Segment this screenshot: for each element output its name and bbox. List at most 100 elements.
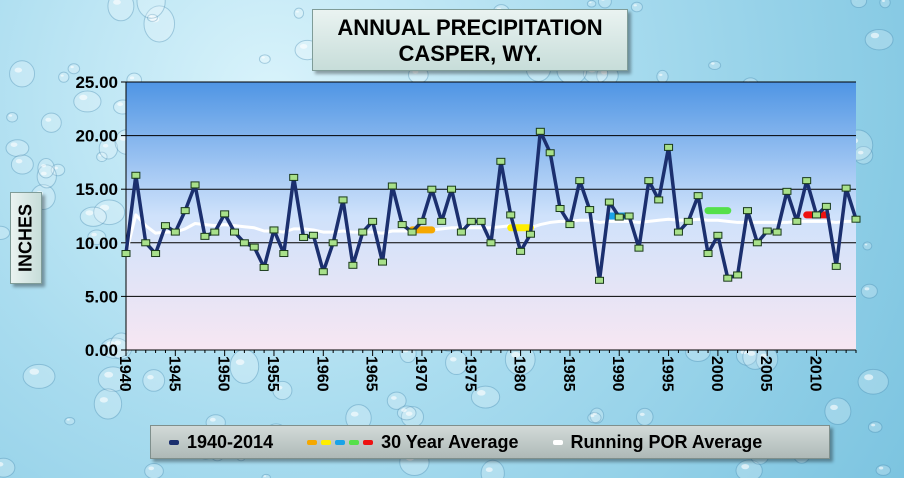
data-point-annual bbox=[437, 217, 447, 225]
legend-item-annual: 1940-2014 bbox=[169, 432, 273, 453]
water-drop-highlight bbox=[747, 351, 756, 356]
data-point-annual bbox=[614, 213, 624, 221]
data-point-annual bbox=[703, 250, 713, 258]
water-drop-highlight bbox=[405, 411, 413, 416]
data-point-annual bbox=[348, 261, 358, 269]
water-drop bbox=[142, 369, 166, 392]
water-drop bbox=[107, 0, 135, 22]
water-drop-highlight bbox=[296, 10, 299, 13]
water-drop-highlight bbox=[830, 404, 838, 410]
water-drop-highlight bbox=[864, 374, 874, 381]
water-drop-highlight bbox=[66, 418, 70, 421]
x-tick-label: 2005 bbox=[757, 356, 774, 392]
data-point-annual bbox=[249, 243, 259, 251]
water-drop-highlight bbox=[857, 150, 864, 155]
data-point-annual bbox=[200, 232, 210, 240]
chart-title-box: ANNUAL PRECIPITATION CASPER, WY. bbox=[312, 9, 628, 71]
data-point-annual bbox=[634, 244, 644, 252]
data-point-annual bbox=[683, 217, 693, 225]
water-drop-highlight bbox=[14, 67, 23, 73]
water-drop bbox=[480, 459, 505, 478]
data-point-annual bbox=[693, 192, 703, 200]
water-drop bbox=[143, 5, 176, 43]
data-point-annual bbox=[476, 217, 486, 225]
data-point-annual bbox=[131, 171, 141, 179]
water-drop bbox=[40, 112, 62, 133]
water-drop bbox=[445, 350, 469, 376]
water-drop-highlight bbox=[104, 371, 114, 378]
water-drop bbox=[272, 380, 293, 401]
data-point-annual bbox=[151, 250, 161, 258]
x-tick-label: 1970 bbox=[412, 356, 429, 392]
x-tick-label: 1955 bbox=[264, 356, 281, 392]
data-point-annual bbox=[545, 149, 555, 157]
x-tick-label: 1980 bbox=[511, 356, 528, 392]
water-drop bbox=[0, 225, 11, 241]
water-drop bbox=[36, 164, 57, 189]
data-point-annual bbox=[772, 228, 782, 236]
x-tick-label: 1985 bbox=[560, 356, 577, 392]
water-drop-highlight bbox=[149, 15, 153, 18]
water-drop-highlight bbox=[235, 359, 245, 366]
data-point-annual bbox=[289, 173, 299, 181]
data-point-annual bbox=[654, 196, 664, 204]
water-drop-highlight bbox=[276, 385, 283, 390]
y-tick-label: 5.00 bbox=[85, 287, 118, 306]
data-point-annual bbox=[279, 250, 289, 258]
data-point-annual bbox=[752, 239, 762, 247]
data-point-annual bbox=[220, 210, 230, 218]
legend-swatch-30yr bbox=[307, 439, 374, 445]
y-tick-label: 10.00 bbox=[75, 234, 118, 253]
water-drop-highlight bbox=[98, 154, 102, 157]
water-drop-highlight bbox=[41, 171, 47, 176]
water-drop-highlight bbox=[0, 461, 4, 467]
water-drop bbox=[293, 7, 305, 19]
y-tick-label: 15.00 bbox=[75, 180, 118, 199]
water-drop-highlight bbox=[53, 166, 58, 170]
legend-item-30yr: 30 Year Average bbox=[307, 431, 519, 453]
water-drop-highlight bbox=[589, 1, 592, 4]
data-point-annual bbox=[466, 217, 476, 225]
water-drop bbox=[0, 457, 16, 478]
data-point-annual bbox=[535, 127, 545, 135]
data-point-annual bbox=[525, 230, 535, 238]
water-drop-highlight bbox=[449, 357, 457, 362]
water-drop-highlight bbox=[41, 164, 47, 168]
series-line-running-average bbox=[124, 213, 856, 254]
water-drop-highlight bbox=[711, 62, 715, 65]
chart-title-line1: ANNUAL PRECIPITATION bbox=[337, 15, 603, 40]
water-drop-highlight bbox=[209, 417, 216, 422]
data-point-annual bbox=[506, 211, 516, 219]
water-drop-highlight bbox=[391, 396, 397, 400]
data-point-annual bbox=[160, 222, 170, 230]
data-point-annual bbox=[230, 228, 240, 236]
water-drop bbox=[589, 407, 605, 424]
water-drop-highlight bbox=[263, 475, 267, 477]
data-point-annual bbox=[377, 258, 387, 266]
data-point-annual bbox=[407, 228, 417, 236]
legend-label-30yr: 30 Year Average bbox=[381, 431, 519, 452]
data-point-annual bbox=[595, 276, 605, 284]
legend: 1940-2014 30 Year Average Running POR Av… bbox=[150, 425, 830, 459]
x-tick-label: 2000 bbox=[708, 356, 725, 392]
data-point-annual bbox=[831, 262, 841, 270]
y-tick-label: 25.00 bbox=[75, 73, 118, 92]
water-drop-highlight bbox=[15, 158, 23, 164]
data-point-annual bbox=[496, 157, 506, 165]
water-drop-highlight bbox=[485, 467, 493, 473]
x-tick-label: 1940 bbox=[116, 356, 133, 392]
water-drop-highlight bbox=[150, 16, 160, 23]
data-point-annual bbox=[358, 228, 368, 236]
data-point-annual bbox=[387, 182, 397, 190]
water-drop-highlight bbox=[148, 466, 155, 471]
plot-area bbox=[126, 82, 856, 350]
data-point-annual bbox=[141, 239, 151, 247]
x-tick-label: 1960 bbox=[313, 356, 330, 392]
legend-swatch-running bbox=[552, 439, 563, 445]
water-drop-highlight bbox=[592, 412, 597, 415]
water-drop bbox=[98, 137, 119, 160]
data-point-annual bbox=[328, 239, 338, 247]
data-point-annual bbox=[338, 196, 348, 204]
data-point-annual bbox=[644, 177, 654, 185]
